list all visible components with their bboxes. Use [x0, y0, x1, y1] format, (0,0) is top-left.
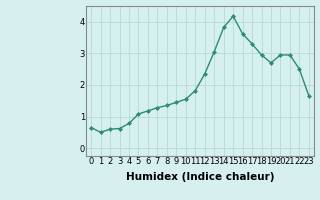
- X-axis label: Humidex (Indice chaleur): Humidex (Indice chaleur): [126, 172, 274, 182]
